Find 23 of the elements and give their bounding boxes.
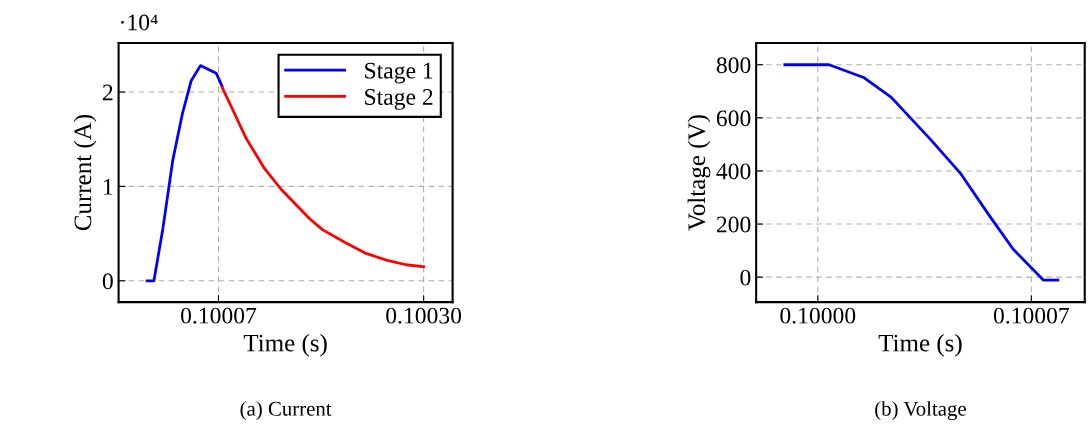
legend-label: Stage 2 [365, 89, 433, 110]
y-tick-label: 0 [102, 273, 113, 290]
y-axis-title: Voltage (V) [687, 115, 711, 231]
x-tick-label: 0.10000 [780, 307, 856, 324]
text: ·10⁴ [121, 14, 158, 31]
x-axis-title: Time (s) [243, 333, 327, 357]
x-axis-title: Time (s) [878, 333, 962, 357]
x-tick-label: 0.10007 [993, 307, 1070, 324]
y-tick-label: 800 [716, 57, 751, 74]
text: (a) Current [240, 401, 332, 421]
y-tick-label: 1 [104, 179, 113, 195]
x-tick-label: 0.10030 [386, 307, 462, 324]
y-tick-label: 0 [740, 269, 751, 286]
y-tick-label: 2 [102, 84, 113, 101]
y-tick-label: 600 [716, 110, 751, 127]
y-tick-label: 200 [716, 216, 751, 233]
text: (b) Voltage [875, 401, 966, 421]
line-series [783, 63, 1060, 282]
y-axis-title: Current (A) [73, 114, 97, 231]
x-tick-label: 0.10007 [181, 307, 257, 324]
y-tick-label: 400 [716, 163, 751, 180]
legend-label: Stage 1 [365, 62, 433, 84]
line-series [145, 64, 224, 283]
